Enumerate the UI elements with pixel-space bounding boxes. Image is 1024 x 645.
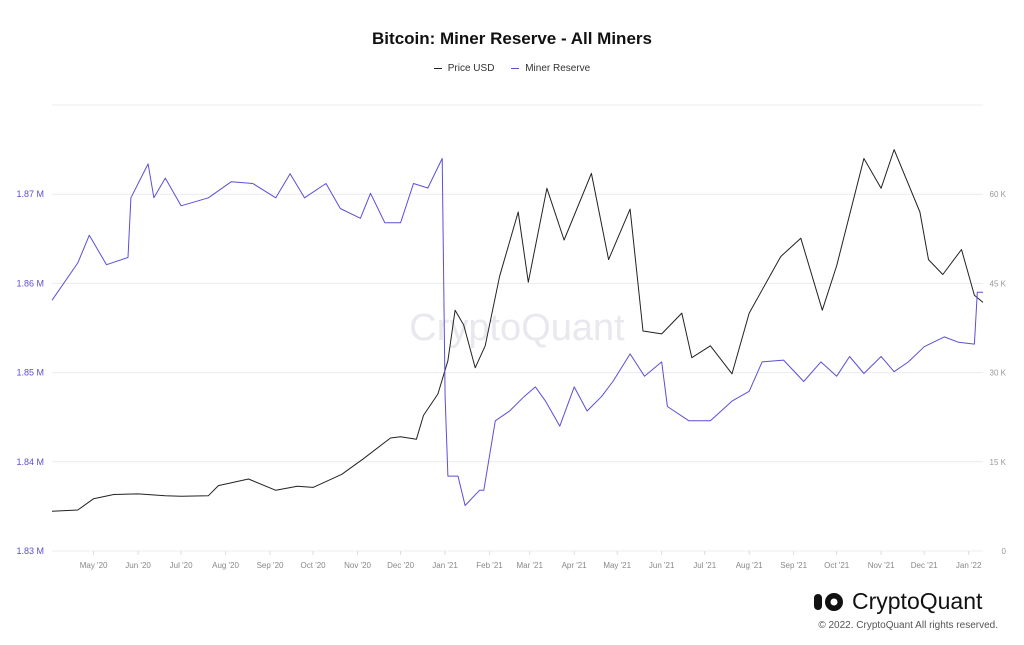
x-tick-label: Jul '20 bbox=[170, 561, 193, 570]
x-tick-label: Sep '21 bbox=[780, 561, 807, 570]
x-tick-label: Jul '21 bbox=[693, 561, 716, 570]
y-left-tick-label: 1.85 M bbox=[16, 368, 44, 378]
y-right-tick-label: 15 K bbox=[990, 458, 1007, 467]
x-tick-label: Oct '21 bbox=[824, 561, 850, 570]
x-tick-label: Jan '21 bbox=[432, 561, 458, 570]
y-left-tick-label: 1.84 M bbox=[16, 457, 44, 467]
x-tick-label: Nov '20 bbox=[344, 561, 371, 570]
cryptoquant-logo: CryptoQuant bbox=[814, 588, 982, 615]
x-tick-label: May '21 bbox=[603, 561, 631, 570]
logo-text: CryptoQuant bbox=[852, 588, 983, 614]
series-line-price-usd bbox=[51, 149, 984, 512]
legend-swatch-reserve bbox=[511, 67, 520, 69]
legend-item-reserve[interactable]: Miner Reserve bbox=[511, 63, 590, 74]
x-tick-label: Sep '20 bbox=[257, 561, 284, 570]
x-tick-label: Feb '21 bbox=[476, 561, 503, 570]
x-tick-label: Nov '21 bbox=[868, 561, 895, 570]
legend-label-reserve: Miner Reserve bbox=[525, 63, 591, 74]
x-tick-label: Aug '21 bbox=[736, 561, 763, 570]
x-tick-label: Dec '20 bbox=[387, 561, 414, 570]
x-tick-label: Jun '21 bbox=[649, 561, 675, 570]
y-left-tick-label: 1.87 M bbox=[16, 189, 44, 199]
x-tick-label: Apr '21 bbox=[562, 561, 588, 570]
series-line-miner-reserve bbox=[51, 158, 983, 506]
y-right-tick-label: 0 bbox=[1002, 547, 1007, 556]
x-tick-label: Jun '20 bbox=[125, 561, 151, 570]
y-right-tick-label: 45 K bbox=[990, 279, 1007, 288]
legend-swatch-price bbox=[433, 67, 442, 69]
x-tick-label: Mar '21 bbox=[516, 561, 543, 570]
logo-icon bbox=[814, 592, 843, 611]
legend-label-price: Price USD bbox=[447, 63, 495, 74]
watermark: CryptoQuant bbox=[409, 307, 625, 349]
copyright: © 2022. CryptoQuant All rights reserved. bbox=[818, 620, 998, 631]
chart-title: Bitcoin: Miner Reserve - All Miners bbox=[372, 29, 652, 48]
x-tick-label: Dec '21 bbox=[911, 561, 938, 570]
legend-item-price[interactable]: Price USD bbox=[433, 63, 495, 74]
y-left-tick-label: 1.86 M bbox=[16, 278, 44, 288]
y-left-tick-label: 1.83 M bbox=[16, 546, 44, 556]
x-tick-label: Jan '22 bbox=[956, 561, 982, 570]
x-tick-label: Aug '20 bbox=[212, 561, 239, 570]
y-right-tick-label: 60 K bbox=[990, 190, 1007, 199]
legend: Price USD Miner Reserve bbox=[0, 63, 1024, 74]
y-right-tick-label: 30 K bbox=[990, 369, 1007, 378]
x-tick-label: May '20 bbox=[80, 561, 108, 570]
x-tick-label: Oct '20 bbox=[301, 561, 327, 570]
